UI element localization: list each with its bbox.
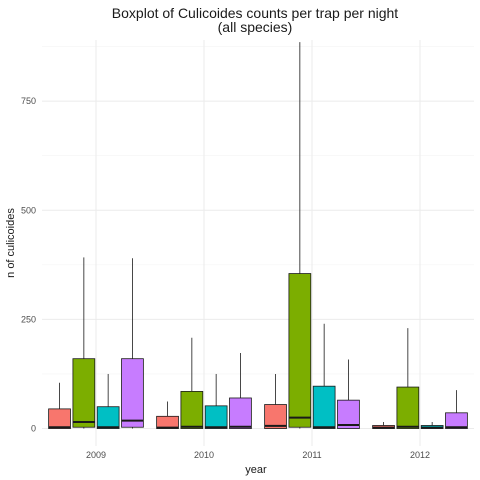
box-2010-group-2 (180, 337, 204, 429)
box-2010-group-4 (229, 353, 252, 429)
box-2012-group-3 (420, 421, 444, 429)
box-iqr (312, 385, 336, 429)
grid-lines (42, 40, 474, 446)
y-tick-label: 750 (21, 96, 36, 106)
box-2010-group-3 (204, 373, 228, 429)
x-tick-label: 2009 (86, 450, 106, 460)
box-2011-group-1 (264, 373, 287, 429)
box-2009-group-2 (72, 257, 96, 429)
box-iqr (72, 358, 96, 428)
box-2012-group-2 (396, 328, 420, 429)
box-2011-group-2 (288, 42, 312, 429)
x-axis-ticks: 2009 2010 2011 2012 (86, 450, 430, 460)
box-iqr (264, 404, 287, 429)
chart-title-line-2: (all species) (218, 19, 293, 35)
box-2011-group-3 (312, 323, 336, 429)
box-2012-group-4 (445, 390, 468, 429)
box-iqr (180, 391, 204, 429)
chart-title-line-1: Boxplot of Culicoides counts per trap pe… (112, 5, 398, 21)
box-iqr (445, 412, 468, 429)
y-tick-label: 500 (21, 205, 36, 215)
y-axis-label: n of culicoides (5, 208, 17, 278)
box-2009-group-1 (48, 382, 71, 429)
box-2011-group-4 (337, 359, 360, 429)
box-2010-group-1 (156, 401, 179, 429)
box-iqr (204, 405, 228, 429)
box-series (48, 42, 468, 429)
box-2009-group-4 (121, 258, 144, 429)
x-tick-label: 2012 (410, 450, 430, 460)
box-2012-group-1 (372, 421, 395, 429)
box-iqr (48, 408, 71, 429)
box-iqr (121, 358, 144, 428)
x-tick-label: 2011 (302, 450, 321, 460)
box-iqr (96, 406, 120, 429)
x-axis-label: year (245, 464, 267, 476)
box-iqr (229, 397, 252, 429)
y-axis-ticks: 0 250 500 750 (21, 96, 36, 433)
box-iqr (337, 399, 360, 429)
box-2009-group-3 (96, 373, 120, 429)
box-iqr (396, 386, 420, 429)
y-tick-label: 0 (31, 424, 36, 434)
box-iqr (288, 273, 312, 428)
x-tick-label: 2010 (194, 450, 214, 460)
y-tick-label: 250 (21, 314, 36, 324)
